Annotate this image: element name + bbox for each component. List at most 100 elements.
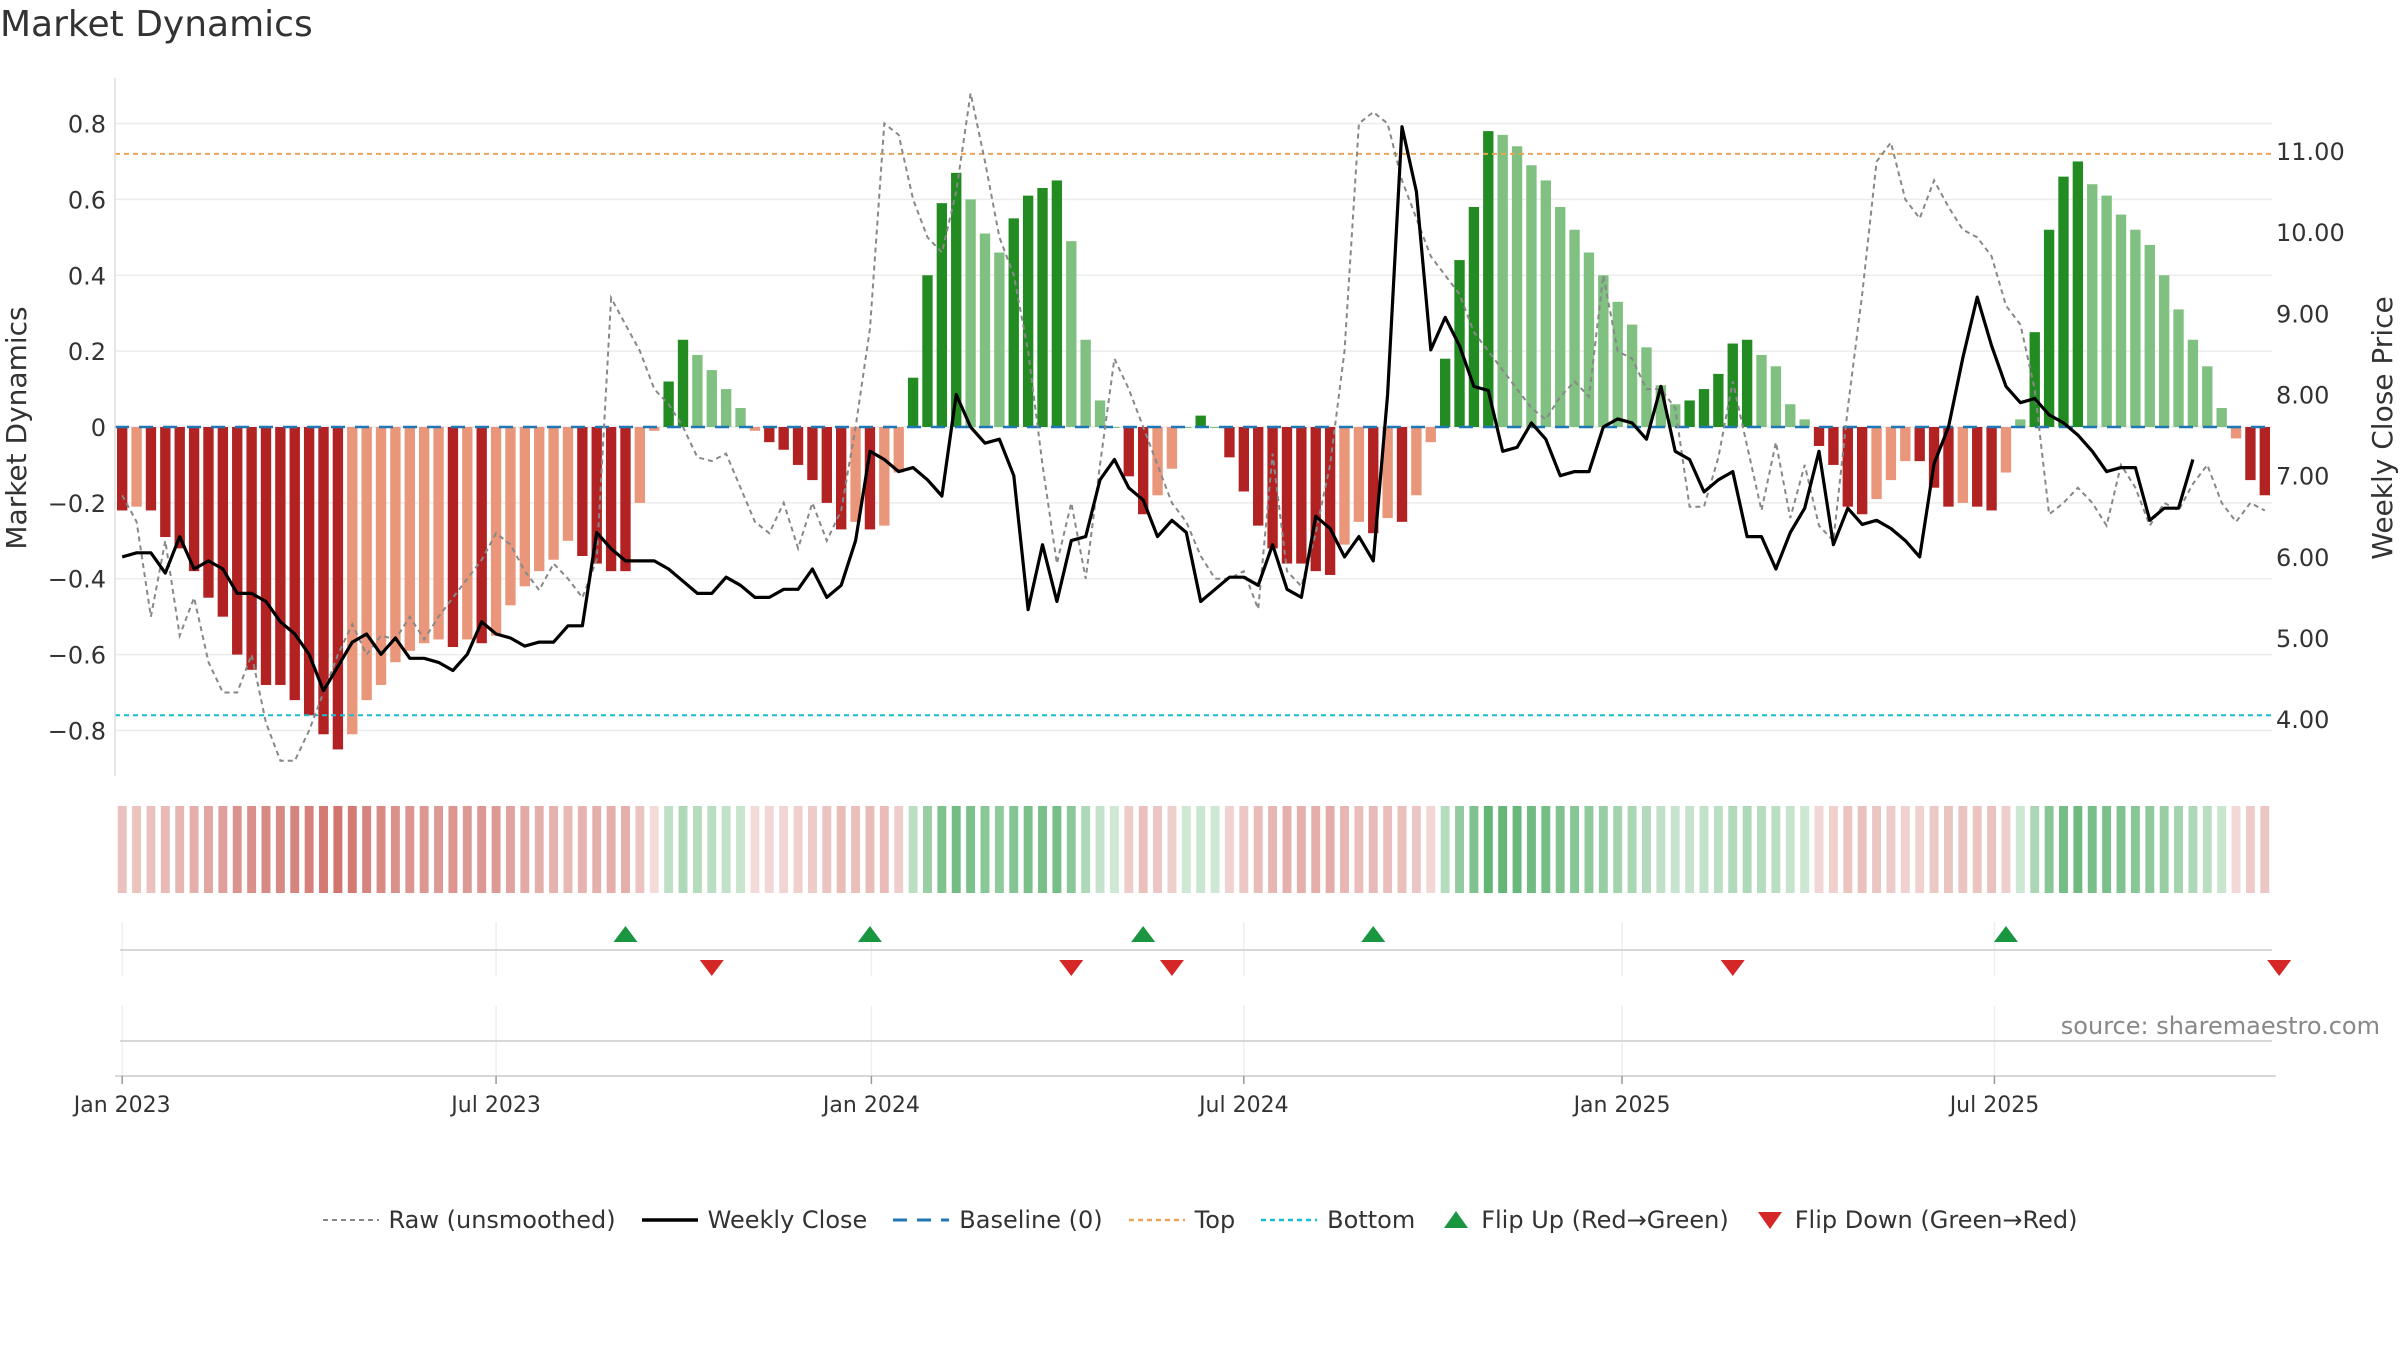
y2-axis-label: Weekly Close Price	[2366, 296, 2399, 559]
bar	[1310, 427, 1321, 572]
bar	[1396, 427, 1408, 522]
regime-cell	[736, 806, 745, 893]
regime-cell	[261, 806, 271, 893]
bar	[1900, 427, 1911, 462]
regime-cell	[1987, 806, 1997, 893]
y2-tick-label: 11.00	[2276, 138, 2345, 166]
bar	[936, 203, 948, 427]
regime-cell	[247, 806, 257, 893]
bar	[361, 427, 372, 701]
bar	[2259, 427, 2270, 496]
regime-cell	[2217, 806, 2227, 893]
bar	[289, 427, 300, 701]
regime-cell	[2145, 806, 2155, 893]
bar	[1583, 252, 1595, 427]
regime-cell	[1613, 806, 1623, 893]
bar	[476, 427, 487, 644]
bar	[1684, 400, 1695, 427]
y2-tick-label: 10.00	[2276, 219, 2345, 247]
bar	[792, 427, 804, 465]
bar	[1972, 427, 1983, 507]
regime-cell	[1153, 806, 1163, 893]
legend-label-bottom: Bottom	[1327, 1206, 1416, 1234]
bar	[2058, 176, 2069, 427]
bar	[1698, 389, 1710, 427]
x-tick-label: Jan 2025	[1572, 1093, 1671, 1118]
bar	[2115, 214, 2127, 427]
bar	[2202, 366, 2213, 427]
bar	[188, 427, 200, 572]
regime-strip	[117, 806, 2270, 893]
y2-tick-label: 8.00	[2276, 382, 2329, 410]
y2-tick-label: 6.00	[2276, 544, 2329, 572]
regime-cell	[1526, 806, 1536, 893]
bar	[404, 427, 415, 651]
regime-cell	[1742, 806, 1752, 893]
bar	[375, 427, 387, 685]
bar	[1871, 427, 1882, 500]
flip-down-marker	[699, 960, 724, 976]
regime-cell	[462, 806, 472, 893]
bar	[1468, 206, 1480, 427]
bar	[2000, 427, 2012, 473]
legend-top-swatch	[1128, 1218, 1185, 1222]
regime-cell	[1368, 806, 1378, 893]
regime-cell	[1627, 806, 1637, 893]
regime-cell	[793, 806, 803, 893]
regime-cell	[664, 806, 674, 893]
y2-tick-label: 9.00	[2276, 300, 2329, 328]
bar	[246, 427, 257, 670]
bar	[260, 427, 272, 685]
regime-cell	[2231, 806, 2241, 893]
bar	[418, 427, 430, 644]
regime-cell	[1239, 806, 1249, 893]
bar	[2101, 195, 2112, 427]
regime-cell	[1009, 806, 1019, 893]
bar	[1166, 427, 1178, 469]
regime-cell	[117, 806, 127, 893]
bar	[1641, 347, 1652, 427]
regime-cell	[1253, 806, 1263, 893]
regime-cell	[2044, 806, 2054, 893]
flip-up-marker	[613, 926, 638, 942]
regime-cell	[980, 806, 990, 893]
regime-cell	[1383, 806, 1393, 893]
regime-cell	[1296, 806, 1306, 893]
regime-cell	[1325, 806, 1335, 893]
regime-cell	[1081, 806, 1091, 893]
y-tick-label: 0.4	[68, 262, 106, 290]
bar	[864, 427, 876, 530]
bar	[1785, 404, 1796, 427]
regime-cell	[1584, 806, 1594, 893]
bar	[1856, 427, 1868, 515]
bar	[893, 427, 904, 473]
bar	[2043, 229, 2055, 427]
bar	[1080, 339, 1091, 427]
legend-raw-swatch	[322, 1219, 379, 1221]
bar	[577, 427, 588, 556]
x-tick-label: Jul 2023	[449, 1093, 541, 1118]
regime-cell	[1354, 806, 1364, 893]
grid-lines	[115, 122, 2272, 1076]
bar	[1727, 343, 1738, 427]
regime-cell	[1656, 806, 1666, 893]
bar	[2144, 244, 2155, 427]
bar	[490, 427, 502, 636]
bar	[217, 427, 229, 617]
bar	[1123, 427, 1134, 477]
regime-cell	[275, 806, 285, 893]
bar	[965, 199, 976, 427]
regime-cell	[1785, 806, 1795, 893]
regime-cell	[1757, 806, 1766, 893]
flip-down-marker	[2267, 960, 2292, 976]
bar	[1555, 206, 1566, 427]
regime-cell	[1685, 806, 1695, 893]
regime-cell	[390, 806, 400, 893]
regime-cell	[319, 806, 328, 893]
regime-cell	[204, 806, 213, 893]
regime-cell	[1440, 806, 1450, 893]
y-tick-label: 0.8	[68, 111, 106, 139]
bar	[505, 427, 516, 606]
bar	[1066, 241, 1077, 427]
